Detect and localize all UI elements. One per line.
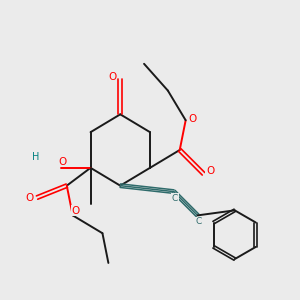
Text: O: O	[109, 72, 117, 82]
Text: O: O	[72, 206, 80, 216]
Text: O: O	[206, 166, 214, 176]
Text: O: O	[58, 157, 66, 167]
Text: C: C	[172, 194, 178, 203]
Text: O: O	[26, 193, 34, 202]
Text: H: H	[32, 152, 39, 162]
Text: O: O	[188, 114, 196, 124]
Text: C: C	[196, 218, 202, 226]
